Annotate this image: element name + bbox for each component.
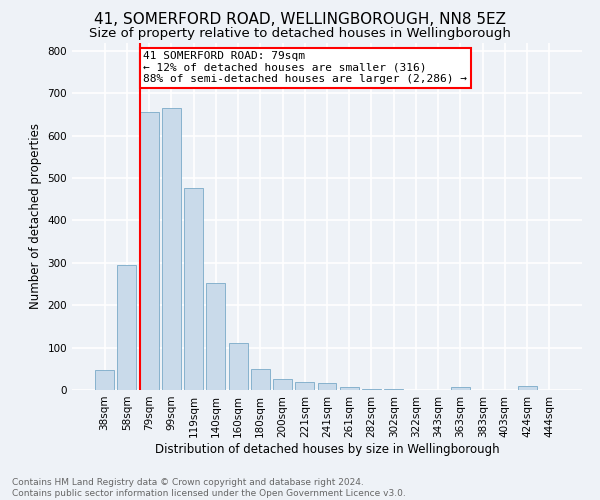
Bar [229,342,248,390]
Text: 41, SOMERFORD ROAD, WELLINGBOROUGH, NN8 5EZ: 41, SOMERFORD ROAD, WELLINGBOROUGH, NN8 … [94,12,506,28]
Bar [95,370,114,390]
Text: Contains HM Land Registry data © Crown copyright and database right 2024.
Contai: Contains HM Land Registry data © Crown c… [12,478,406,498]
Bar [518,386,536,390]
Bar [273,378,292,390]
Bar [384,388,403,390]
X-axis label: Distribution of detached houses by size in Wellingborough: Distribution of detached houses by size … [155,442,499,456]
Bar [140,112,158,390]
Bar [184,188,203,390]
Bar [295,382,314,390]
Bar [317,383,337,390]
Bar [118,265,136,390]
Bar [162,108,181,390]
Bar [451,386,470,390]
Bar [206,283,225,390]
Y-axis label: Number of detached properties: Number of detached properties [29,123,42,309]
Text: 41 SOMERFORD ROAD: 79sqm
← 12% of detached houses are smaller (316)
88% of semi-: 41 SOMERFORD ROAD: 79sqm ← 12% of detach… [143,51,467,84]
Text: Size of property relative to detached houses in Wellingborough: Size of property relative to detached ho… [89,28,511,40]
Bar [340,387,359,390]
Bar [251,369,270,390]
Bar [362,389,381,390]
